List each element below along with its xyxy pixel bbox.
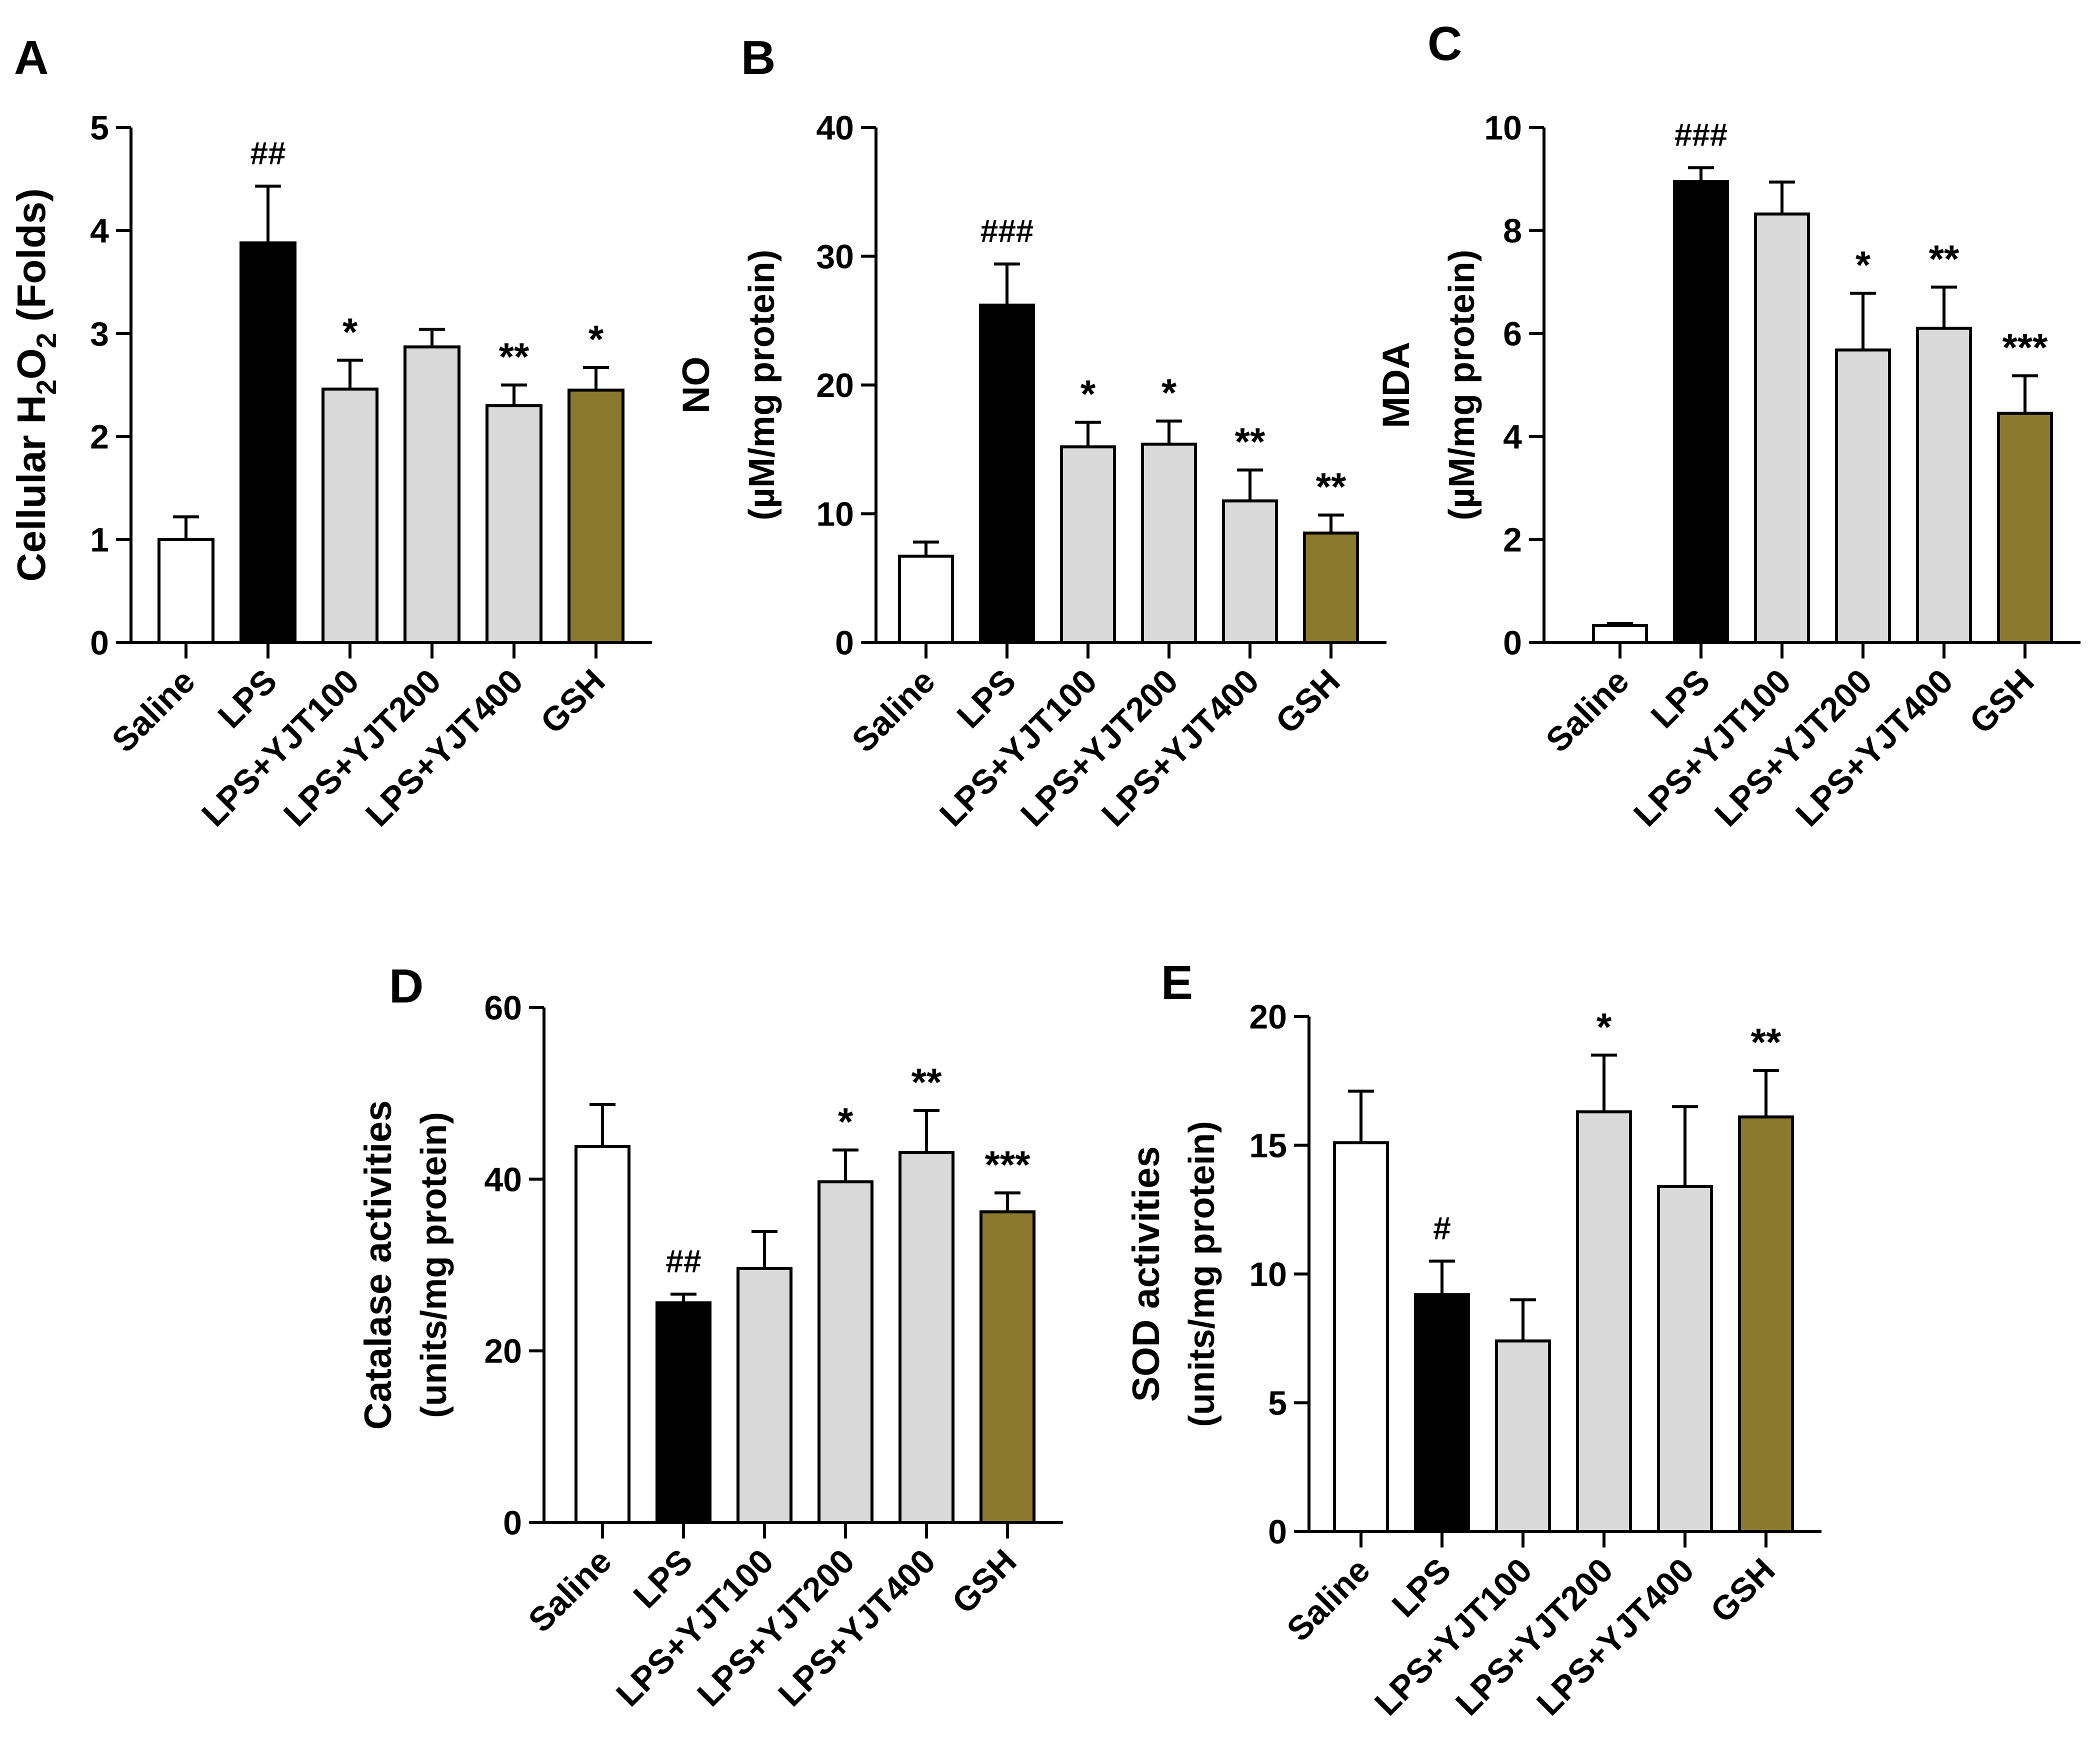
y-tick-label: 4 xyxy=(1503,418,1522,456)
y-tick-label: 2 xyxy=(90,418,109,456)
y-tick-label: 6 xyxy=(1503,315,1522,353)
y-tick-label: 4 xyxy=(90,212,109,250)
bar-gsh xyxy=(980,1210,1036,1524)
y-tick-label: 20 xyxy=(1249,998,1287,1036)
y-tick-label: 8 xyxy=(1503,212,1522,250)
y-axis-title-line1: NO xyxy=(675,356,718,414)
bar-lps-yjt100 xyxy=(1754,212,1810,644)
bar-gsh xyxy=(1303,532,1359,644)
y-tick-label: 20 xyxy=(484,1332,522,1370)
bar-gsh xyxy=(568,388,624,644)
y-tick-label: 5 xyxy=(90,109,109,147)
y-axis-title-line1: Catalase activities xyxy=(357,1100,400,1430)
significance-marker: ## xyxy=(250,135,286,171)
y-axis-title-part: 2 xyxy=(30,332,62,348)
y-tick-label: 20 xyxy=(816,366,854,404)
significance-marker: ### xyxy=(1674,116,1728,152)
y-axis-title: Cellular H2O2 (Folds) xyxy=(9,188,62,582)
y-axis-title-line2: (µM/mg protein) xyxy=(1442,250,1482,520)
y-tick-label: 1 xyxy=(90,521,109,559)
significance-marker: # xyxy=(1433,1210,1451,1246)
panel-letter: C xyxy=(1428,17,1462,70)
y-tick-label: 10 xyxy=(1484,109,1522,147)
bar-lps-yjt200 xyxy=(818,1180,874,1524)
y-tick-label: 0 xyxy=(90,624,109,662)
bar-lps-yjt100 xyxy=(1060,445,1116,644)
y-tick-label: 60 xyxy=(484,989,522,1027)
significance-marker: ** xyxy=(1316,464,1346,508)
significance-marker: * xyxy=(588,317,604,361)
panel-letter: D xyxy=(389,960,424,1013)
bar-gsh xyxy=(1997,412,2053,644)
y-axis-title-line1: MDA xyxy=(1375,342,1418,428)
y-tick-label: 2 xyxy=(1503,521,1522,559)
significance-marker: ** xyxy=(1235,420,1266,464)
bar-lps xyxy=(1673,180,1729,644)
significance-marker: ** xyxy=(912,1060,942,1104)
y-tick-label: 40 xyxy=(816,109,854,147)
bar-lps-yjt400 xyxy=(898,1151,954,1524)
y-tick-label: 10 xyxy=(1249,1256,1287,1294)
y-tick-label: 40 xyxy=(484,1160,522,1198)
y-tick-label: 30 xyxy=(816,238,854,276)
bar-lps xyxy=(656,1301,712,1524)
significance-marker: * xyxy=(342,310,358,354)
y-axis-title-line2: (units/mg protein) xyxy=(1182,1121,1222,1427)
panel-letter: E xyxy=(1161,956,1193,1010)
bar-lps-yjt200 xyxy=(1576,1110,1632,1534)
bar-lps-yjt400 xyxy=(1222,499,1278,644)
bar-lps-yjt100 xyxy=(322,388,378,644)
y-tick-label: 3 xyxy=(90,315,109,353)
bar-lps-yjt400 xyxy=(486,404,542,644)
y-axis-title-line2: (µM/mg protein) xyxy=(742,250,782,520)
y-tick-label: 10 xyxy=(816,496,854,534)
significance-marker: ** xyxy=(499,334,530,378)
panel-letter: A xyxy=(14,31,48,84)
y-axis-title-line1: SOD activities xyxy=(1125,1146,1168,1402)
panel-letter: B xyxy=(741,31,776,84)
y-tick-label: 0 xyxy=(503,1504,522,1542)
bar-lps-yjt200 xyxy=(1835,348,1891,644)
significance-marker: * xyxy=(1596,1004,1612,1048)
significance-marker: * xyxy=(838,1100,854,1144)
significance-marker: *** xyxy=(2002,325,2048,369)
significance-marker: ### xyxy=(980,213,1034,249)
significance-marker: * xyxy=(1162,370,1177,414)
significance-marker: *** xyxy=(984,1142,1030,1186)
y-tick-label: 0 xyxy=(1503,624,1522,662)
y-tick-label: 0 xyxy=(1268,1513,1287,1551)
bar-lps xyxy=(240,241,296,644)
y-tick-label: 15 xyxy=(1249,1127,1287,1165)
bar-saline xyxy=(1333,1141,1389,1534)
bar-saline xyxy=(158,538,214,644)
bar-lps-yjt400 xyxy=(1916,326,1972,644)
significance-marker: ** xyxy=(1751,1020,1782,1064)
y-axis-title-part: O xyxy=(9,348,54,380)
bar-lps-yjt100 xyxy=(1495,1339,1551,1533)
y-tick-label: 5 xyxy=(1268,1384,1287,1422)
bar-saline xyxy=(898,554,954,644)
y-tick-label: 0 xyxy=(835,624,854,662)
significance-marker: * xyxy=(1080,372,1096,416)
bar-lps-yjt200 xyxy=(1141,442,1197,644)
bar-lps xyxy=(1414,1293,1470,1533)
y-axis-title-part: (Folds) xyxy=(9,188,54,333)
significance-marker: ## xyxy=(666,1243,701,1279)
significance-marker: ** xyxy=(1929,236,1960,280)
y-axis-title-part: 2 xyxy=(30,380,62,395)
bar-lps-yjt200 xyxy=(404,345,460,644)
y-axis-title-part: Cellular H xyxy=(9,395,54,582)
bar-gsh xyxy=(1738,1115,1794,1534)
bar-saline xyxy=(1592,624,1648,644)
y-axis-title-line2: (units/mg protein) xyxy=(414,1112,454,1418)
bar-saline xyxy=(574,1145,630,1524)
bar-lps-yjt400 xyxy=(1657,1184,1713,1533)
significance-marker: * xyxy=(1856,243,1871,287)
bar-lps-yjt100 xyxy=(736,1266,792,1524)
bar-lps xyxy=(979,304,1035,644)
